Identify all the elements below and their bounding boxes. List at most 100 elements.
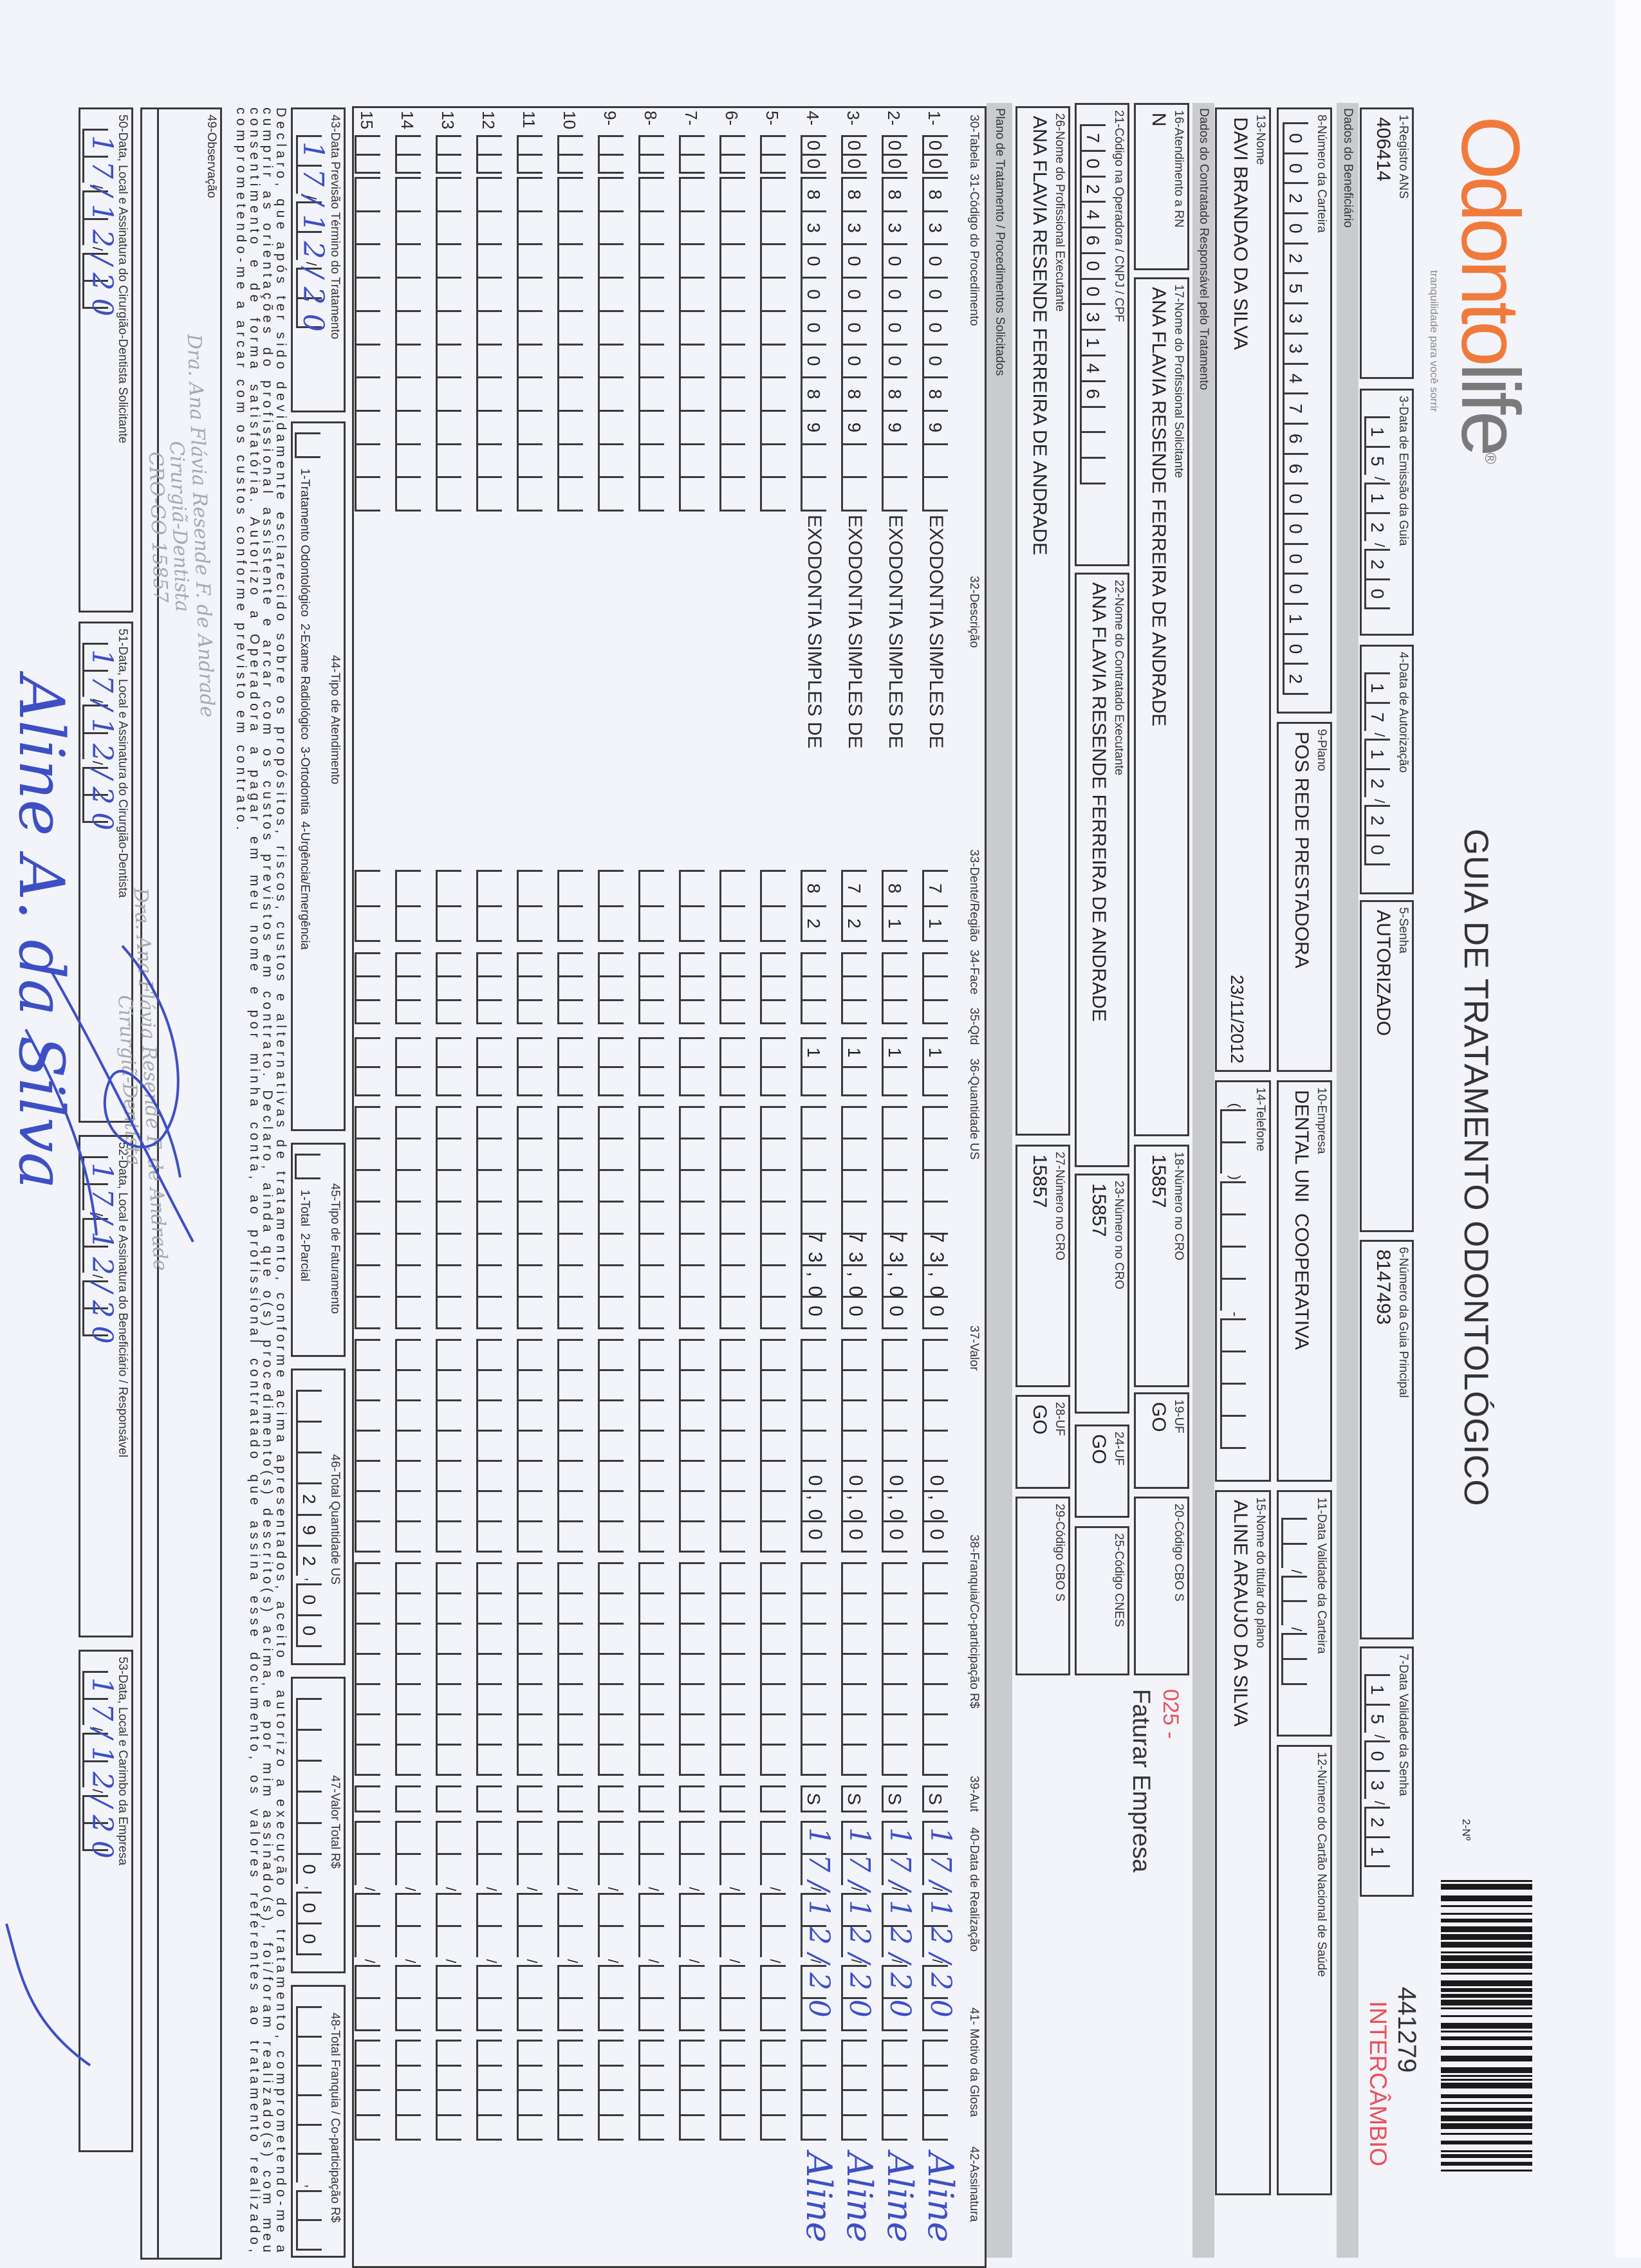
cell-face[interactable] (557, 952, 583, 1024)
cell-qtd[interactable]: 1 (801, 1037, 826, 1096)
field-guia-principal[interactable]: 6-Número da Guia Principal 8147493 (1360, 1240, 1414, 1639)
cell-aut[interactable] (719, 1785, 745, 1812)
cell-data[interactable]: / / (760, 1821, 786, 2031)
cell-dente[interactable] (638, 870, 664, 942)
cell-data[interactable]: / / (517, 1821, 542, 2031)
field-atendimento-rn[interactable]: 16-Atendimento a RN N (1134, 103, 1189, 270)
cell-data[interactable]: / / (355, 1821, 380, 2031)
cell-aut[interactable] (679, 1785, 705, 1812)
cell-qtd[interactable] (638, 1037, 664, 1096)
field-uf-executante[interactable]: 28-UF GO (1015, 1395, 1070, 1489)
cell-tabela[interactable] (557, 135, 583, 174)
cell-dente[interactable] (517, 870, 542, 942)
cell-glosa[interactable] (355, 2040, 380, 2141)
field-cbo-solicitante[interactable]: 20-Código CBO S (1134, 1497, 1189, 1675)
cell-qtd[interactable] (436, 1037, 461, 1096)
cell-aut[interactable] (760, 1785, 786, 1812)
cell-dente[interactable] (476, 870, 502, 942)
cell-aut[interactable] (517, 1785, 542, 1812)
cell-face[interactable] (801, 952, 826, 1024)
cell-face[interactable] (355, 952, 380, 1024)
field-contratado-executante[interactable]: 22-Nome do Contratado Executante ANA FLAV… (1075, 573, 1129, 1167)
cell-qtd[interactable] (395, 1037, 421, 1096)
cell-qtd[interactable] (760, 1037, 786, 1096)
cell-aut[interactable]: S (801, 1785, 826, 1812)
cell-tabela[interactable] (395, 135, 421, 174)
field-telefone[interactable]: 14-Telefone () - (1215, 1080, 1271, 1482)
cell-codigo[interactable] (598, 177, 624, 512)
cell-face[interactable] (841, 952, 867, 1024)
cell-glosa[interactable] (882, 2040, 907, 2141)
cell-aut[interactable] (557, 1785, 583, 1812)
field-previsao-termino[interactable]: 43-Data Previsão Término do Tratamento / /… (291, 107, 346, 412)
cell-glosa[interactable] (841, 2040, 867, 2141)
field-tipo-atendimento[interactable]: 44-Tipo de Atendimento 1-Tratamento Odont… (291, 421, 346, 1131)
cell-qtd[interactable]: 1 (841, 1037, 867, 1096)
field-total-franquia[interactable]: 48-Total Franquia / Co-participação R$, (291, 1985, 346, 2258)
cell-descricao[interactable]: EXODONTIA SIMPLES DE (925, 515, 947, 749)
cell-aut[interactable] (476, 1785, 502, 1812)
cell-face[interactable] (719, 952, 745, 1024)
cell-face[interactable] (436, 952, 461, 1024)
cell-data[interactable]: / / (436, 1821, 461, 2031)
cell-data[interactable]: / / (476, 1821, 502, 2031)
cell-aut[interactable] (598, 1785, 624, 1812)
field-cartao-nacional-saude[interactable]: 12-Número do Cartão Nacional de Saúde (1277, 1745, 1332, 2195)
cell-glosa[interactable] (719, 2040, 745, 2141)
cell-dente[interactable] (679, 870, 705, 942)
field-profissional-solicitante[interactable]: 17-Nome do Profissional Solicitante ANA F… (1134, 277, 1189, 1136)
cell-descricao[interactable]: EXODONTIA SIMPLES DE (844, 515, 866, 749)
cell-qtd[interactable] (355, 1037, 380, 1096)
field-cro-contratado[interactable]: 23-Número no CRO 15857 (1075, 1174, 1129, 1414)
cell-valor[interactable]: 0,00 (804, 1475, 826, 1549)
cell-codigo[interactable] (638, 177, 664, 512)
cell-tabela[interactable] (436, 135, 461, 174)
cell-descricao[interactable]: EXODONTIA SIMPLES DE (885, 515, 906, 749)
cell-tabela[interactable] (355, 135, 380, 174)
cell-qtd[interactable]: 1 (882, 1037, 907, 1096)
cell-tabela[interactable] (517, 135, 542, 174)
cell-face[interactable] (882, 952, 907, 1024)
field-cbo-executante[interactable]: 29-Código CBO S (1015, 1497, 1070, 1675)
cell-data[interactable]: / / (598, 1821, 624, 2031)
cell-codigo[interactable] (395, 177, 421, 512)
cell-face[interactable] (517, 952, 542, 1024)
field-senha[interactable]: 5-Senha AUTORIZADO (1360, 900, 1414, 1232)
cell-codigo[interactable] (679, 177, 705, 512)
cell-glosa[interactable] (679, 2040, 705, 2141)
field-nome[interactable]: 13-Nome DAVI BRANDAO DA SILVA 23/11/2012 (1215, 107, 1271, 1072)
cell-dente[interactable] (355, 870, 380, 942)
cell-dente[interactable] (719, 870, 745, 942)
field-assinatura-solicitante[interactable]: 50-Data, Local e Assinatura do Cirurgião… (79, 107, 133, 613)
cell-qtd[interactable] (598, 1037, 624, 1096)
cell-qtd[interactable] (719, 1037, 745, 1096)
field-registro-ans[interactable]: 1-Registro ANS 406414 (1360, 107, 1414, 379)
cell-aut[interactable] (355, 1785, 380, 1812)
cell-codigo[interactable] (517, 177, 542, 512)
cell-face[interactable] (922, 952, 948, 1024)
field-cro-solicitante[interactable]: 18-Número no CRO 15857 (1134, 1145, 1189, 1387)
cell-glosa[interactable] (598, 2040, 624, 2141)
field-numero-carteira[interactable]: 8-Número da Carteira 0 0 2 0 2 5 3 3 4 7 6 6 0 0 0 0 1 0 2 (1277, 107, 1332, 714)
cell-dente[interactable] (557, 870, 583, 942)
cell-glosa[interactable] (557, 2040, 583, 2141)
tipo-faturamento-checkbox[interactable] (295, 1154, 320, 1179)
cell-face[interactable] (395, 952, 421, 1024)
cell-tabela[interactable] (476, 135, 502, 174)
cell-glosa[interactable] (476, 2040, 502, 2141)
field-empresa[interactable]: 10-Empresa DENTAL UNI COOPERATIVA (1277, 1080, 1332, 1482)
field-uf-contratado[interactable]: 24-UF GO (1075, 1424, 1129, 1518)
cell-qtd[interactable] (557, 1037, 583, 1096)
cell-qtd-us[interactable]: 73,00 (804, 1231, 826, 1325)
cell-descricao[interactable]: EXODONTIA SIMPLES DE (804, 515, 825, 749)
cell-codigo[interactable] (760, 177, 786, 512)
cell-tabela[interactable] (719, 135, 745, 174)
cell-dente[interactable] (436, 870, 461, 942)
